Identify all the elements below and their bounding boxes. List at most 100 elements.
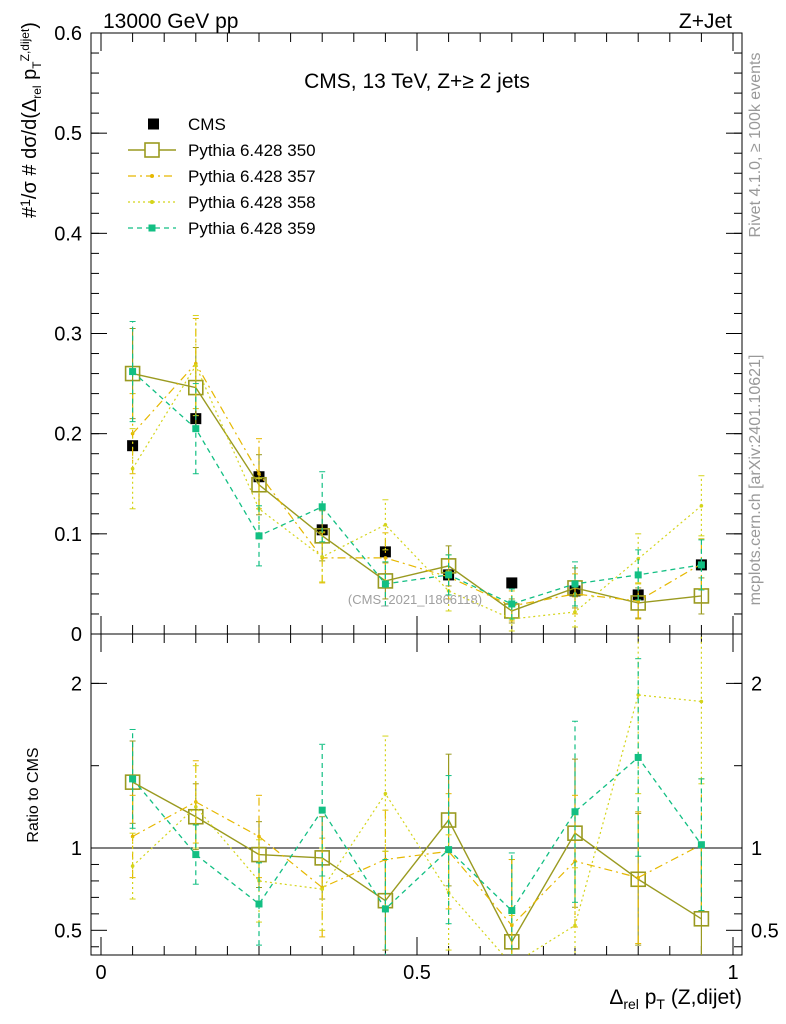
ratio-point-p357 bbox=[257, 834, 261, 839]
ratio-point-p357 bbox=[130, 834, 135, 839]
ratio-series-p357 bbox=[129, 760, 705, 955]
ratio-ytick-label: 1 bbox=[71, 838, 82, 860]
ratio-point-p359 bbox=[381, 905, 389, 913]
main-point-p358 bbox=[194, 363, 198, 368]
main-ytick-label: 0 bbox=[71, 624, 82, 646]
main-series-group bbox=[124, 314, 710, 632]
legend-entry-p359: Pythia 6.428 359 bbox=[128, 219, 316, 238]
main-point-p358 bbox=[699, 503, 704, 508]
ratio-point-p359 bbox=[255, 900, 263, 908]
main-point-p359 bbox=[381, 580, 389, 588]
main-line-p350 bbox=[132, 372, 702, 612]
ratio-ytick-label: 2 bbox=[71, 673, 82, 695]
ratio-series-group bbox=[124, 634, 710, 967]
main-point-cms bbox=[506, 577, 518, 589]
ratio-point-p359 bbox=[508, 907, 516, 915]
ratio-y-axis-label: Ratio to CMS bbox=[25, 747, 42, 842]
main-point-p359 bbox=[255, 532, 263, 540]
main-point-p359 bbox=[192, 425, 200, 433]
main-ytick-label: 0.5 bbox=[54, 123, 82, 145]
ratio-point-p359 bbox=[697, 841, 705, 849]
ratio-series-p359 bbox=[129, 658, 705, 955]
main-point-p359 bbox=[129, 368, 137, 376]
ratio-line-p358 bbox=[132, 694, 702, 955]
svg-text:#1/σ # dσ/d(Δrel pTZ,dijet): #1/σ # dσ/d(Δrel pTZ,dijet) bbox=[17, 22, 44, 218]
main-ytick-label: 0.3 bbox=[54, 324, 82, 346]
ratio-point-p358 bbox=[573, 923, 577, 928]
main-point-p359 bbox=[634, 571, 642, 579]
main-point-p358 bbox=[573, 610, 577, 614]
legend-marker-p350 bbox=[144, 142, 160, 158]
main-series-p358 bbox=[129, 314, 705, 632]
legend-entry-p358: Pythia 6.428 358 bbox=[128, 193, 316, 212]
ratio-series bbox=[124, 634, 710, 967]
main-series-p350 bbox=[124, 327, 710, 624]
ratio-point-p359 bbox=[571, 808, 579, 816]
ratio-point-p357 bbox=[510, 923, 514, 928]
ratio-point-p359 bbox=[192, 851, 200, 859]
ratio-line-p350 bbox=[132, 781, 702, 944]
ratio-point-p359 bbox=[634, 753, 642, 761]
ratio-ytick-label-right: 0.5 bbox=[751, 920, 779, 942]
header-right: Z+Jet bbox=[679, 10, 732, 33]
legend-marker-p358 bbox=[150, 200, 154, 204]
main-point-p357 bbox=[257, 471, 261, 476]
x-tick-label: 0.5 bbox=[403, 962, 431, 984]
main-series-p357 bbox=[129, 317, 705, 622]
ratio-point-p358 bbox=[383, 791, 388, 796]
ratio-point-p358 bbox=[510, 963, 514, 967]
legend-marker-cms bbox=[148, 118, 159, 130]
main-line-p358 bbox=[132, 364, 702, 620]
main-point-p359 bbox=[508, 600, 516, 608]
main-point-p358 bbox=[383, 523, 388, 527]
ratio-point-p358 bbox=[636, 693, 640, 697]
ratio-point-p357 bbox=[636, 875, 640, 880]
ratio-point-p350 bbox=[693, 910, 710, 927]
legend-entry-p350: Pythia 6.428 350 bbox=[128, 141, 316, 160]
main-point-p359 bbox=[445, 571, 453, 579]
ratio-point-p359 bbox=[318, 806, 326, 814]
ratio-point-p357 bbox=[573, 859, 577, 863]
legend-label-p358: Pythia 6.428 358 bbox=[188, 193, 316, 212]
main-y-axis-label: #1/σ # dσ/d(Δrel pTZ,dijet) bbox=[17, 22, 44, 218]
main-point-p358 bbox=[320, 555, 325, 559]
main-series-cms bbox=[127, 410, 707, 601]
main-line-p359 bbox=[132, 371, 702, 605]
main-ytick-label: 0.2 bbox=[54, 424, 82, 446]
main-point-p358 bbox=[130, 466, 135, 471]
legend-entry-p357: Pythia 6.428 357 bbox=[128, 167, 316, 186]
main-point-p359 bbox=[318, 503, 326, 511]
legend-label-p350: Pythia 6.428 350 bbox=[188, 141, 316, 160]
main-series bbox=[124, 314, 710, 632]
ratio-ytick-label-right: 1 bbox=[751, 838, 762, 860]
main-ytick-label: 0.6 bbox=[54, 23, 82, 45]
main-point-p357 bbox=[383, 556, 388, 560]
mcplots-label: mcplots.cern.ch [arXiv:2401.10621] bbox=[747, 355, 764, 606]
ratio-point-p359 bbox=[445, 846, 453, 854]
main-ytick-label: 0.1 bbox=[54, 524, 82, 546]
legend-marker-p359 bbox=[148, 224, 156, 232]
ratio-point-p358 bbox=[320, 887, 325, 891]
legend-marker-p357 bbox=[150, 174, 154, 178]
legend-label-cms: CMS bbox=[188, 115, 226, 134]
main-point-p358 bbox=[636, 557, 640, 561]
ratio-point-p358 bbox=[699, 699, 704, 704]
main-chart-title: CMS, 13 TeV, Z+≥ 2 jets bbox=[304, 70, 530, 93]
main-point-p359 bbox=[571, 580, 579, 588]
header-left: 13000 GeV pp bbox=[103, 10, 238, 33]
ratio-line-p357 bbox=[132, 801, 702, 927]
legend-entry-cms: CMS bbox=[148, 115, 226, 134]
main-axes: 0 0.1 0.2 0.3 0.4 0.5 0.6 bbox=[54, 23, 742, 646]
main-line-p357 bbox=[132, 362, 702, 607]
analysis-watermark: (CMS_2021_I1866118) bbox=[348, 592, 482, 607]
main-series-p359 bbox=[129, 320, 705, 620]
main-point-p359 bbox=[697, 561, 705, 569]
x-tick-label: 0 bbox=[95, 962, 106, 984]
ratio-ytick-label-right: 2 bbox=[751, 673, 762, 695]
ratio-line-p359 bbox=[132, 756, 702, 912]
ratio-point-p359 bbox=[129, 775, 137, 783]
main-ytick-label: 0.4 bbox=[54, 223, 82, 245]
ratio-axes: 0.5 0.5 1 1 2 2 0 0.5 1 bbox=[54, 634, 779, 984]
rivet-label: Rivet 4.1.0, ≥ 100k events bbox=[747, 53, 764, 238]
